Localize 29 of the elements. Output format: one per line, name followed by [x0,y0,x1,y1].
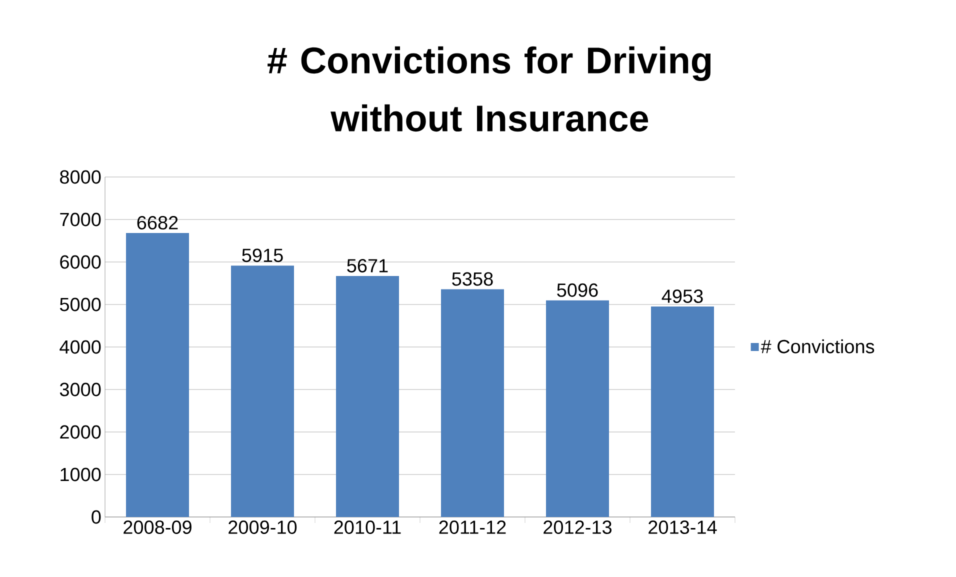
y-tick-label: 8000 [60,170,101,184]
y-tick-label: 4000 [60,340,101,354]
data-label: 5358 [452,272,493,286]
y-tick-label: 0 [92,510,101,524]
bar [336,276,400,517]
y-tick-label: 5000 [60,298,101,312]
data-label: 5096 [557,283,598,297]
y-tick-label: 6000 [60,255,101,269]
x-tick-label: 2008-09 [124,520,192,534]
bar [546,300,609,517]
data-label: 6682 [137,216,178,230]
x-tick-label: 2009-10 [228,520,297,534]
data-label: 4953 [662,290,703,303]
x-tick-label: 2012-13 [544,520,612,534]
y-tick-label: 2000 [60,425,101,439]
chart-title: # Convictions for Driving without Insurance [268,46,711,132]
data-label: 5671 [347,258,388,272]
y-tick-label: 7000 [60,212,101,226]
y-tick-label: 1000 [60,468,101,482]
x-tick-label: 2011-12 [439,520,506,534]
bar [231,266,294,517]
bar [126,233,190,517]
legend-label: # Convictions [760,339,874,354]
x-tick-label: 2013-14 [648,520,717,534]
data-label: 5915 [242,248,283,262]
x-tick-label: 2010-11 [334,520,401,534]
y-tick-label: 3000 [60,382,101,396]
bar [651,306,714,517]
bar [441,289,504,517]
